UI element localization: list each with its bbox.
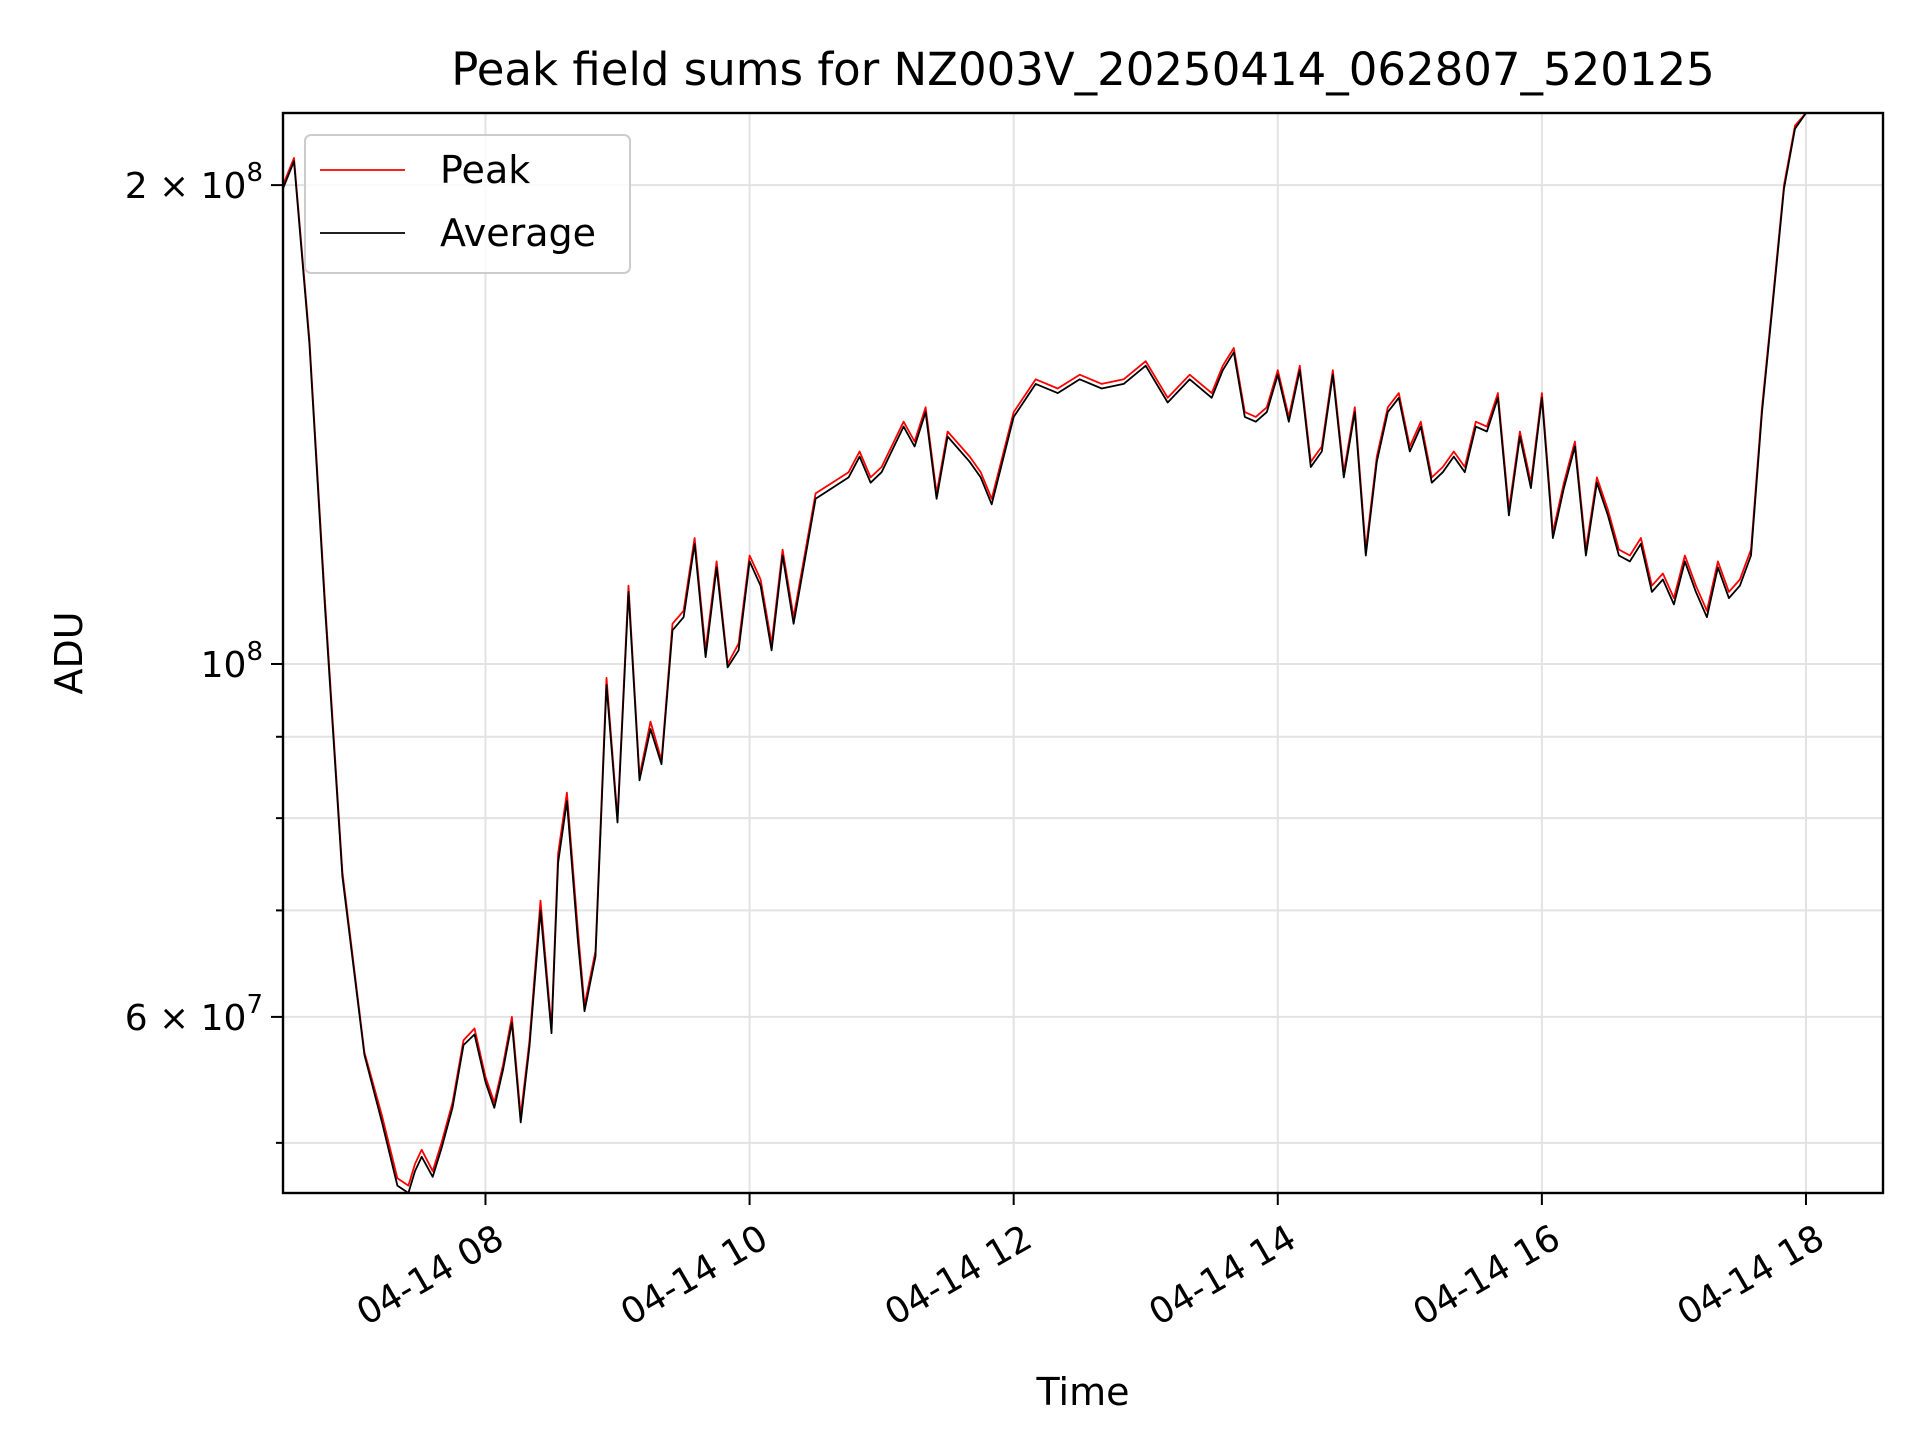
y-tick-label: 108 — [201, 637, 263, 686]
x-tick-label: 04-14 08 — [350, 1217, 511, 1333]
y-tick-label: 2 × 108 — [125, 158, 263, 207]
legend-label-peak: Peak — [440, 148, 530, 192]
legend: Peak Average — [304, 134, 631, 274]
y-axis-label: ADU — [47, 611, 91, 694]
x-tick-label: 04-14 16 — [1406, 1217, 1567, 1333]
plot-frame — [281, 111, 1885, 1195]
series-line-average — [282, 112, 1839, 1194]
x-tick-label: 04-14 12 — [878, 1217, 1039, 1333]
chart-title: Peak field sums for NZ003V_20250414_0628… — [451, 43, 1715, 96]
x-tick-label: 04-14 10 — [614, 1217, 775, 1333]
x-tick-label: 04-14 14 — [1142, 1217, 1303, 1333]
x-axis-label: Time — [1036, 1370, 1130, 1414]
y-axis: 2 × 108 108 6 × 107 — [125, 158, 283, 1144]
x-tick-label: 04-14 18 — [1671, 1217, 1832, 1333]
legend-label-average: Average — [440, 211, 596, 255]
x-axis: 04-14 08 04-14 10 04-14 12 04-14 14 04-14 16… — [350, 1193, 1831, 1334]
series-layer — [282, 112, 1839, 1194]
grid — [283, 113, 1883, 1193]
y-tick-label: 6 × 107 — [125, 990, 263, 1039]
